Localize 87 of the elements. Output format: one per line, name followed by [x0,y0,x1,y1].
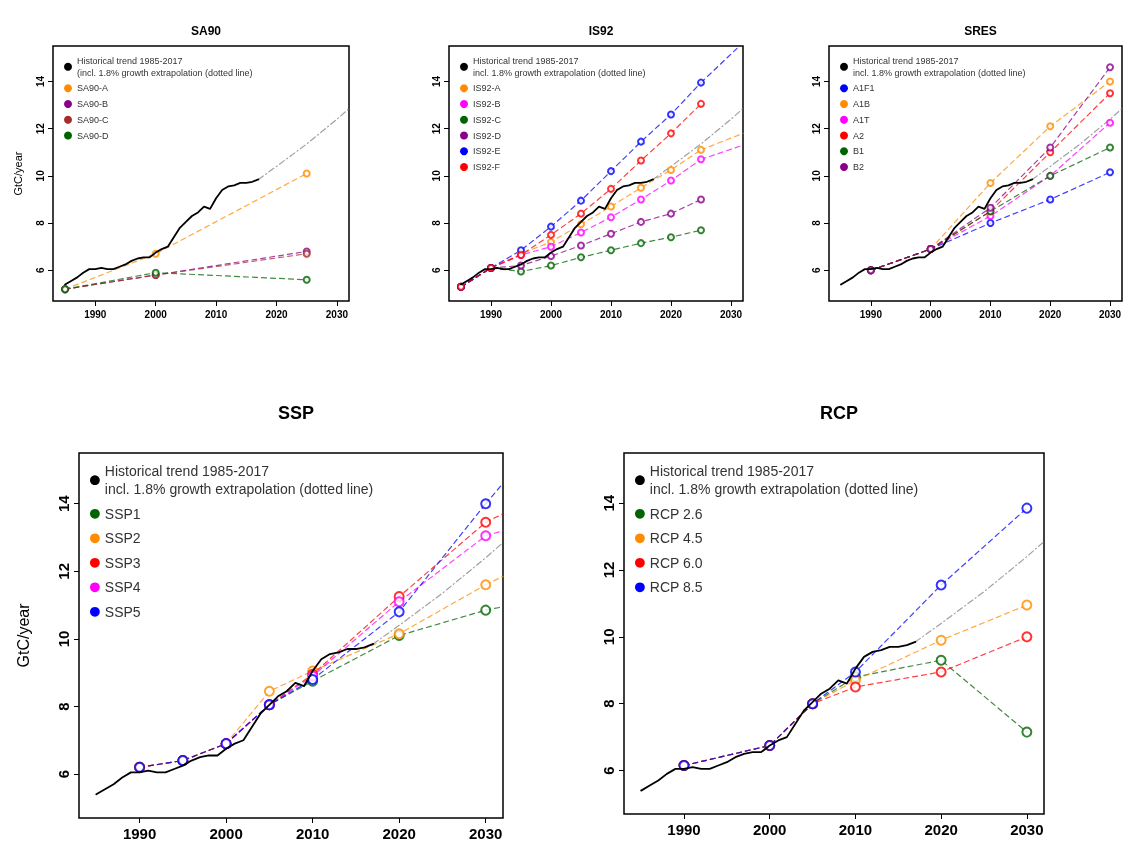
y-tick-label: 14 [600,494,617,512]
legend-label: SSP1 [104,505,141,522]
y-tick-label: 6 [34,267,46,274]
x-tick-label: 1990 [122,825,157,842]
y-tick-label: 12 [55,562,72,580]
x-tick-label: 1990 [667,821,701,838]
legend-label: A1F1 [853,83,875,94]
y-axis-title: GtC/year [14,602,32,668]
legend-label: IS92-E [473,146,501,157]
legend-label: RCP 6.0 [649,554,703,571]
y-tick-label: 8 [34,219,46,226]
legend-label: SA90-C [77,114,110,125]
x-tick-label: 2010 [979,308,1003,320]
x-tick-label: 2010 [599,308,623,320]
y-tick-label: 8 [600,699,617,708]
y-tick-label: 10 [55,630,72,648]
y-tick-label: 6 [55,769,72,779]
x-tick-label: 1990 [84,308,107,320]
legend-label: A2 [853,130,865,141]
chart-title: SA90 [190,24,222,38]
legend-label: Historical trend 1985-2017 (incl. 1.8% growth extrapolation (dotted line) [77,55,253,78]
y-tick-label: 6 [810,267,822,274]
x-tick-label: 2020 [1039,308,1062,320]
legend-label: B1 [853,146,865,157]
x-tick-label: 2030 [469,825,503,842]
y-tick-label: 12 [34,122,46,135]
y-tick-label: 8 [55,702,72,711]
legend-label: Historical trend 1985-2017 incl. 1.8% growth extrapolation (dotted line) [853,55,1026,78]
y-tick-label: 14 [34,75,46,87]
x-tick-label: 1990 [859,308,883,320]
y-tick-label: 12 [600,561,617,579]
y-tick-label: 6 [600,766,617,775]
y-tick-label: 14 [55,494,72,513]
chart-title: RCP [819,403,859,423]
x-tick-label: 2020 [382,825,416,842]
chart-title: SRES [964,24,997,38]
x-tick-label: 2000 [209,825,243,842]
x-tick-label: 1990 [479,308,503,320]
x-tick-label: 2020 [265,308,289,320]
y-tick-label: 10 [810,169,822,182]
x-tick-label: 2030 [325,308,349,320]
y-tick-label: 8 [810,219,822,226]
x-tick-label: 2030 [1010,821,1044,838]
y-tick-label: 12 [810,122,822,135]
y-tick-label: 6 [430,267,442,274]
y-axis-title: GtC/year [11,151,24,196]
legend-label: SA90-A [77,83,109,94]
legend-label: SSP5 [104,603,141,620]
legend-label: IS92-C [473,114,502,125]
legend-label: IS92-A [473,83,501,94]
legend-label: RCP 2.6 [649,505,703,522]
legend-label: Historical trend 1985-2017 incl. 1.8% growth extrapolation (dotted line) [104,463,374,498]
x-tick-label: 2010 [838,821,873,838]
legend-label: B2 [853,162,865,173]
legend-label: SA90-D [77,130,110,141]
legend-label: IS92-D [473,130,502,141]
x-tick-label: 2030 [1098,308,1122,320]
y-tick-label: 10 [34,169,46,182]
x-tick-label: 2010 [204,308,228,320]
legend-label: IS92-B [473,99,501,110]
legend-label: RCP 8.5 [649,579,703,596]
x-tick-label: 2000 [539,308,563,320]
chart-title: IS92 [588,24,614,38]
legend-label: A1B [853,99,871,110]
x-tick-label: 2020 [659,308,683,320]
y-tick-label: 10 [600,628,617,646]
x-tick-label: 2010 [295,825,330,842]
y-tick-label: 10 [430,169,442,182]
x-tick-label: 2000 [919,308,943,320]
legend-label: Historical trend 1985-2017 incl. 1.8% growth extrapolation (dotted line) [473,55,646,78]
legend-label: IS92-F [473,162,501,173]
chart-title: SSP [277,403,315,423]
x-tick-label: 2000 [753,821,787,838]
legend-label: A1T [853,114,871,125]
legend-label: SSP3 [104,554,141,571]
y-tick-label: 14 [430,75,442,87]
x-tick-label: 2030 [719,308,743,320]
legend-label: SA90-B [77,99,109,110]
x-tick-label: 2020 [924,821,958,838]
y-tick-label: 8 [430,219,442,226]
legend-label: Historical trend 1985-2017 incl. 1.8% growth extrapolation (dotted line) [649,463,919,498]
y-tick-label: 14 [810,75,822,87]
y-tick-label: 12 [430,122,442,135]
x-tick-label: 2000 [144,308,168,320]
legend-label: SSP4 [104,579,141,596]
legend-label: SSP2 [104,530,141,547]
legend-label: RCP 4.5 [649,530,703,547]
